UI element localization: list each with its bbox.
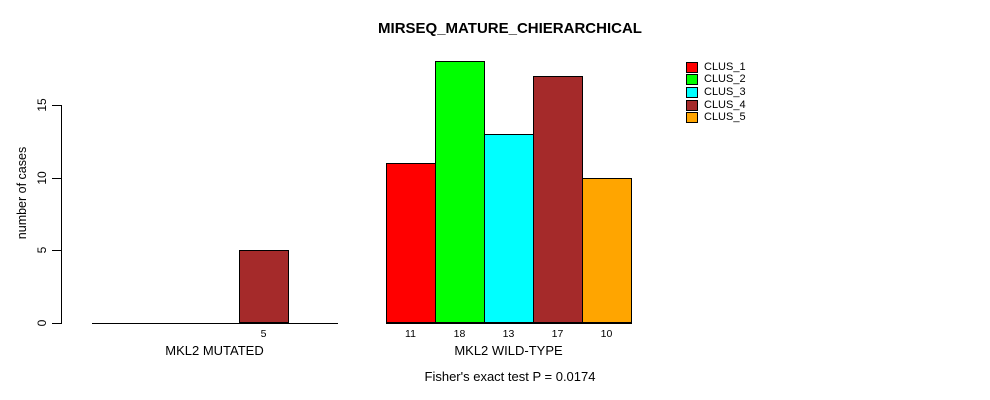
legend-label: CLUS_5 — [704, 111, 746, 124]
bar-clus_4 — [239, 250, 289, 323]
y-tick-label: 10 — [35, 170, 49, 185]
y-tick-mark — [52, 250, 61, 252]
legend-swatch-clus_5 — [686, 112, 698, 124]
y-tick-label: 15 — [35, 98, 49, 112]
x-axis-baseline — [386, 323, 632, 324]
legend-label: CLUS_3 — [704, 85, 746, 98]
legend-label: CLUS_1 — [704, 60, 746, 73]
legend-swatch-clus_4 — [686, 99, 698, 111]
y-tick-mark — [52, 105, 61, 106]
y-axis-line — [61, 105, 62, 324]
legend-item: CLUS_2 — [686, 74, 746, 87]
bar-value-label: 18 — [453, 328, 466, 340]
bar-clus_2 — [435, 61, 485, 323]
y-tick-label: 0 — [35, 319, 49, 327]
legend-item: CLUS_5 — [686, 111, 746, 124]
fisher-test-annotation: Fisher's exact test P = 0.0174 — [424, 369, 596, 384]
legend-item: CLUS_4 — [686, 99, 746, 112]
legend-item: CLUS_3 — [686, 86, 746, 99]
y-tick-mark — [52, 323, 61, 324]
bar-value-label: 13 — [502, 328, 515, 340]
legend-label: CLUS_2 — [704, 73, 746, 86]
bar-clus_5 — [582, 177, 632, 323]
legend-label: CLUS_4 — [704, 98, 746, 111]
bar-value-label: 17 — [551, 328, 564, 340]
group-label: MKL2 MUTATED — [165, 343, 264, 358]
chart-title: MIRSEQ_MATURE_CHIERARCHICAL — [378, 20, 642, 37]
group-label: MKL2 WILD-TYPE — [454, 343, 563, 358]
legend-swatch-clus_1 — [686, 61, 698, 73]
y-axis-label: number of cases — [15, 146, 29, 240]
legend-swatch-clus_3 — [686, 86, 698, 98]
bar-clus_3 — [484, 134, 534, 323]
x-axis-baseline — [92, 323, 338, 324]
bar-clus_4 — [533, 75, 583, 323]
bar-value-label: 10 — [600, 328, 613, 340]
y-tick-label: 5 — [35, 246, 49, 254]
legend-item: CLUS_1 — [686, 61, 746, 74]
legend: CLUS_1 CLUS_2 CLUS_3 CLUS_4 CLUS_5 — [686, 61, 746, 124]
y-tick-mark — [52, 177, 61, 179]
legend-swatch-clus_2 — [686, 74, 698, 86]
bar-value-label: 5 — [260, 328, 267, 340]
bar-clus_1 — [386, 163, 436, 323]
bar-value-label: 11 — [405, 328, 416, 340]
